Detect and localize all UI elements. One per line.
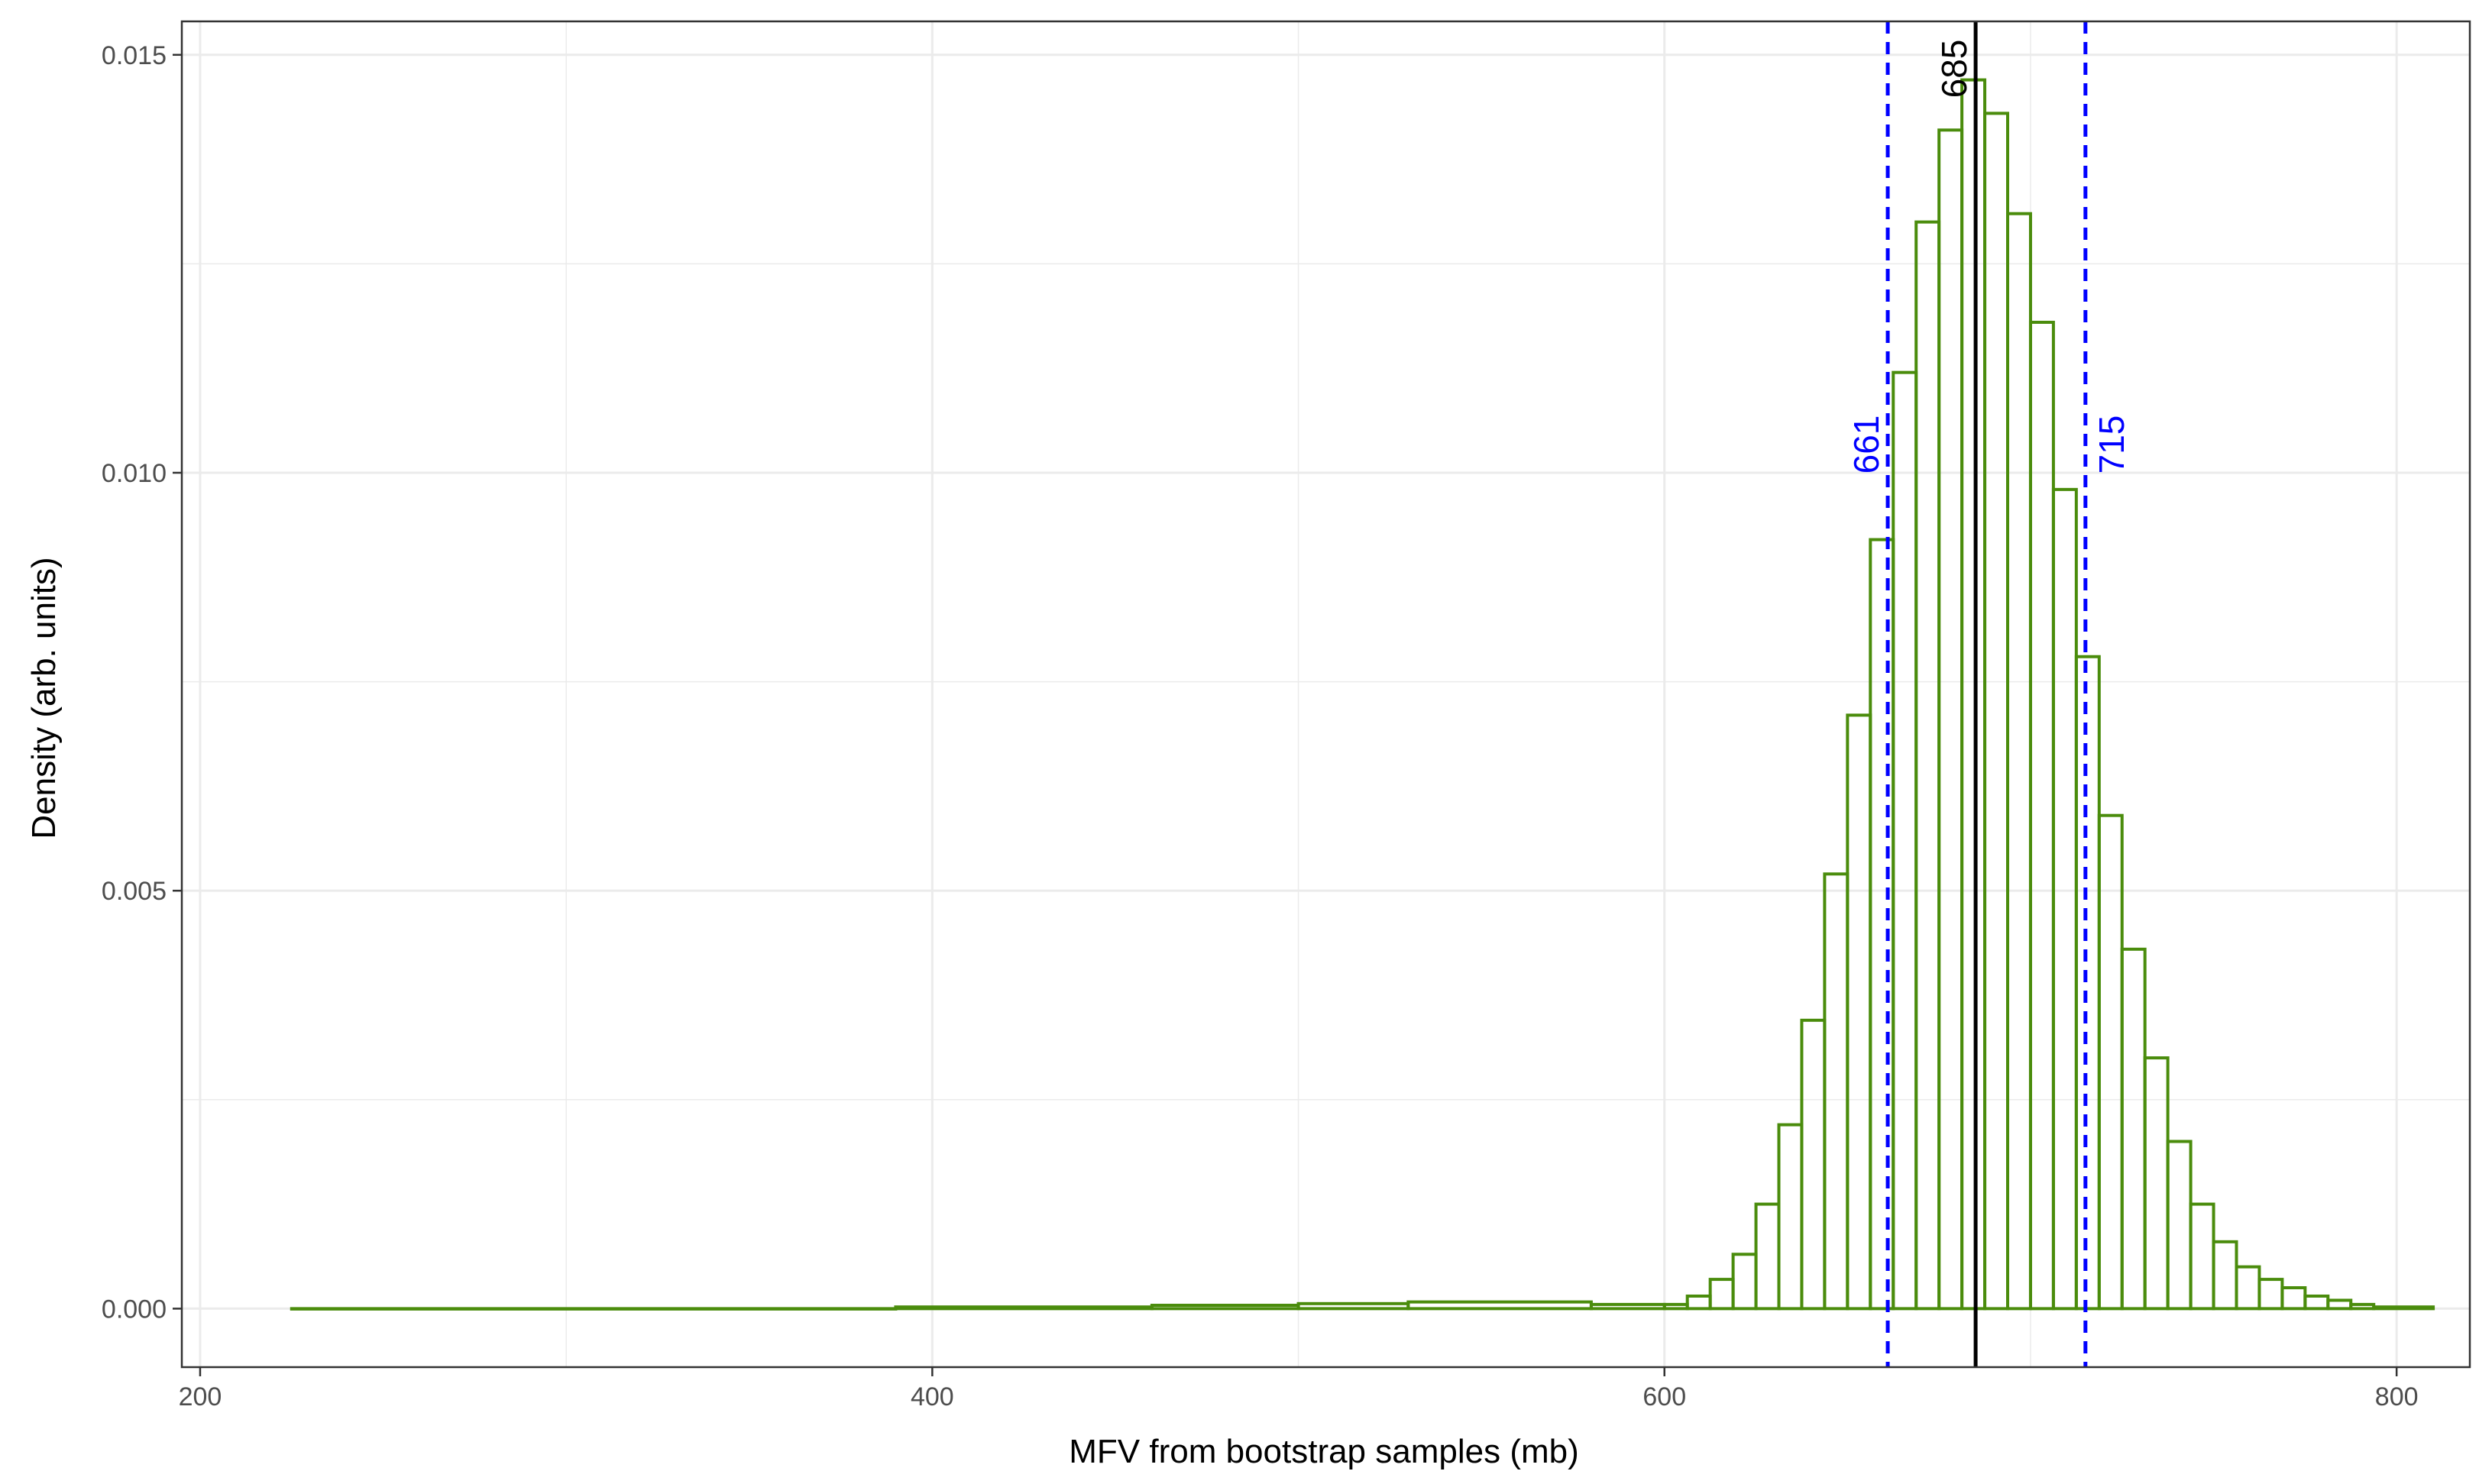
x-tick-label: 800 <box>2375 1382 2419 1411</box>
y-tick-label: 0.005 <box>102 877 167 906</box>
x-axis-title: MFV from bootstrap samples (mb) <box>1069 1433 1579 1470</box>
histogram-bars <box>290 78 2435 1311</box>
reference-lines: 685 661 715 <box>1846 21 2131 1367</box>
y-tick-label: 0.000 <box>102 1295 167 1324</box>
x-tick-label: 400 <box>911 1382 954 1411</box>
x-tick-label: 200 <box>179 1382 222 1411</box>
histogram-bar <box>894 1305 1154 1311</box>
reference-line-label: 661 <box>1846 415 1886 474</box>
y-axis: 0.000 0.005 0.010 0.015 <box>102 41 182 1324</box>
x-axis: 200 400 600 800 <box>179 1367 2419 1411</box>
y-tick-label: 0.015 <box>102 41 167 70</box>
reference-line-label: 715 <box>2092 415 2131 474</box>
reference-line-label: 685 <box>1934 40 1974 99</box>
x-tick-label: 600 <box>1642 1382 1686 1411</box>
y-tick-label: 0.010 <box>102 459 167 488</box>
plot-panel-border <box>180 20 2471 1369</box>
y-axis-title: Density (arb. units) <box>25 557 63 839</box>
histogram-bar <box>2372 1305 2435 1311</box>
histogram-bar <box>290 1307 898 1311</box>
